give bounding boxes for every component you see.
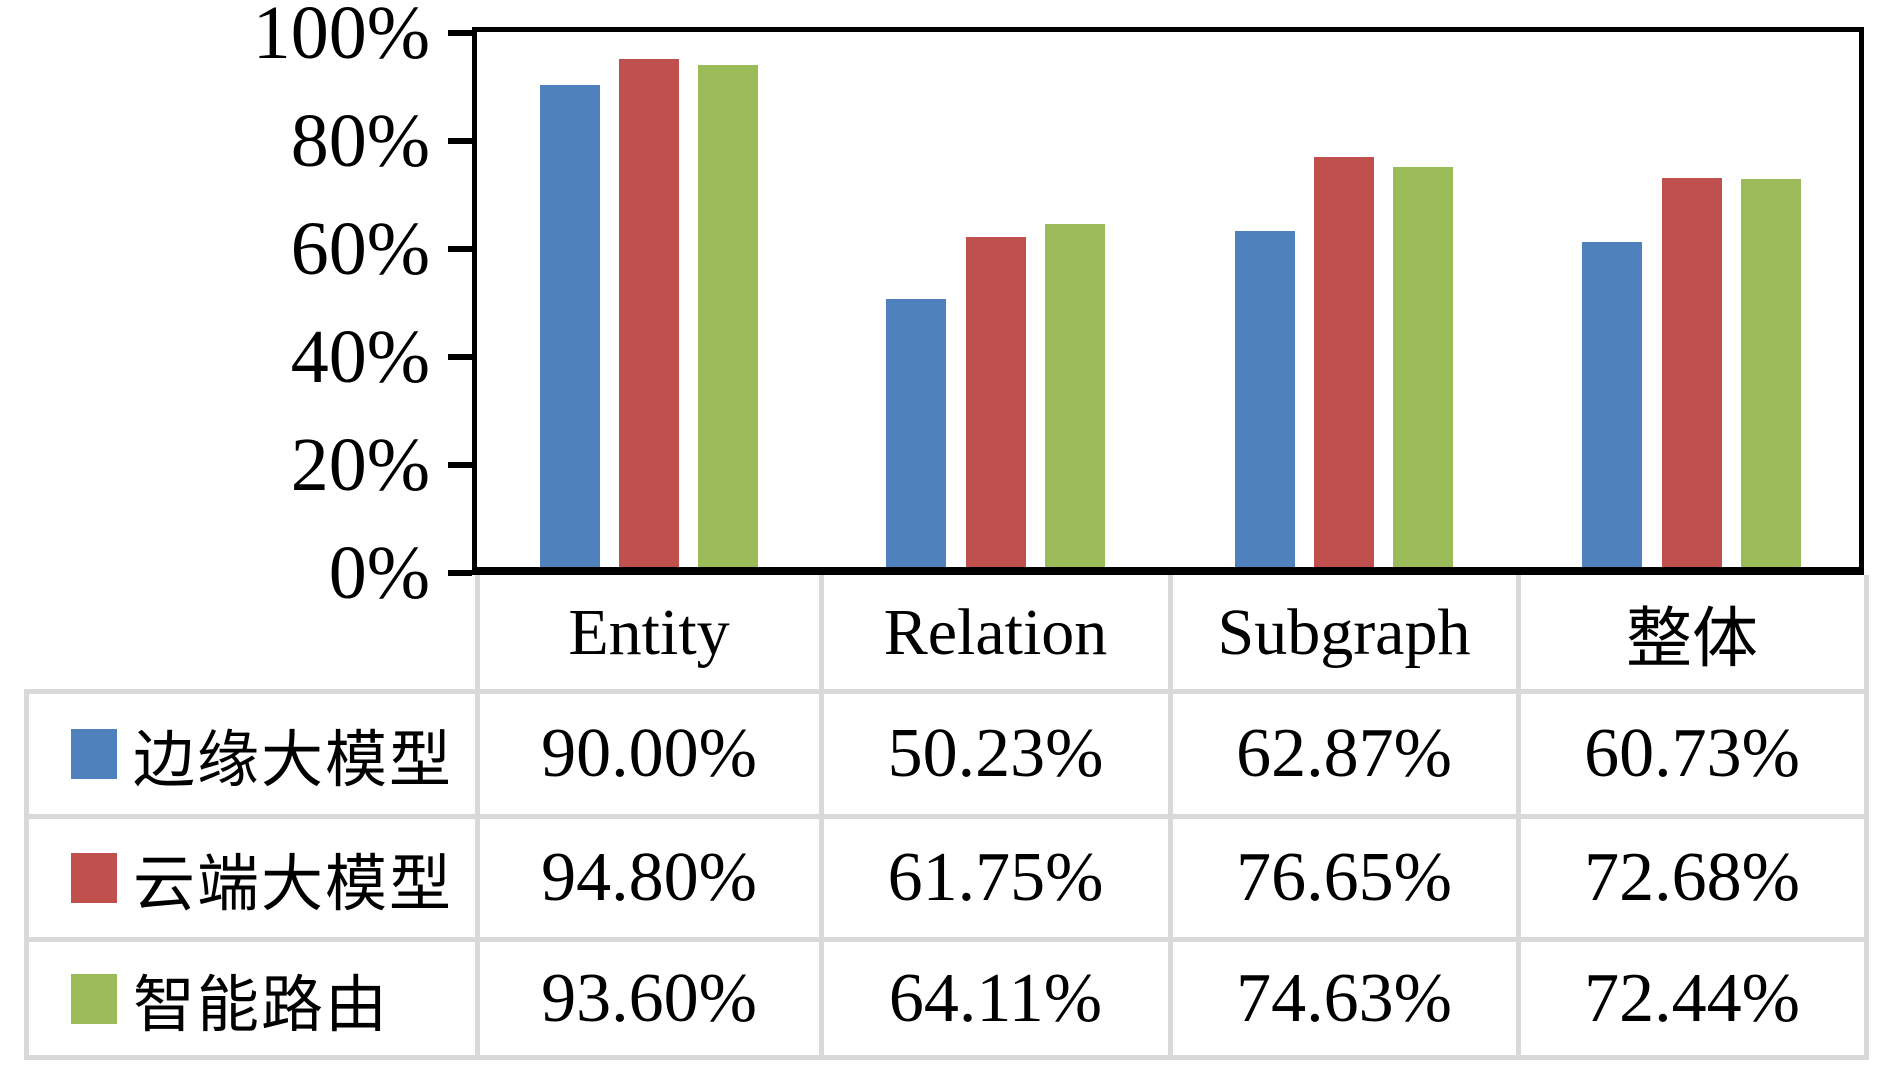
y-axis-label: 40%	[290, 315, 430, 399]
table-vertical-line	[475, 575, 480, 1060]
table-horizontal-line	[24, 937, 1869, 942]
bar-智能路由-整体	[1741, 179, 1801, 569]
table-value-cell: 61.75%	[887, 838, 1104, 916]
y-axis-tick-mark	[448, 30, 472, 36]
bar-边缘大模型-Relation	[886, 299, 946, 569]
legend-cell-边缘大模型: 边缘大模型	[24, 691, 477, 816]
bar-边缘大模型-Entity	[540, 85, 600, 569]
table-vertical-line	[1516, 575, 1521, 1060]
legend-label: 边缘大模型	[133, 726, 454, 795]
legend-swatch	[71, 852, 117, 903]
table-vertical-line	[1168, 575, 1173, 1060]
column-header-Relation: Relation	[883, 596, 1108, 669]
y-axis-label: 20%	[290, 423, 430, 507]
y-axis-tick-mark	[448, 138, 472, 144]
y-axis-label: 80%	[290, 99, 430, 183]
column-header-Entity: Entity	[568, 596, 730, 669]
table-value-cell: 50.23%	[887, 714, 1104, 792]
legend-label: 云端大模型	[133, 850, 454, 919]
table-value-cell: 72.44%	[1584, 960, 1800, 1037]
legend-swatch	[71, 728, 117, 779]
y-axis-label: 60%	[290, 207, 430, 291]
bar-智能路由-Relation	[1045, 224, 1105, 569]
table-horizontal-line	[24, 814, 1869, 819]
bar-边缘大模型-整体	[1582, 242, 1642, 569]
table-value-cell: 74.63%	[1236, 960, 1452, 1037]
bar-云端大模型-整体	[1662, 178, 1722, 569]
legend-label: 智能路由	[133, 972, 390, 1040]
table-value-cell: 72.68%	[1584, 838, 1800, 916]
table-horizontal-line	[24, 1055, 1869, 1060]
bar-云端大模型-Entity	[619, 59, 679, 569]
y-axis-tick-mark	[448, 570, 472, 576]
table-vertical-line	[24, 689, 29, 1060]
bar-边缘大模型-Subgraph	[1235, 231, 1295, 569]
bar-智能路由-Subgraph	[1393, 167, 1453, 569]
legend-cell-智能路由: 智能路由	[24, 939, 477, 1059]
table-value-cell: 93.60%	[541, 960, 757, 1037]
y-axis-tick-mark	[448, 354, 472, 360]
table-value-cell: 76.65%	[1236, 838, 1452, 916]
table-value-cell: 60.73%	[1584, 714, 1800, 792]
y-axis-label: 0%	[328, 531, 430, 615]
bar-智能路由-Entity	[698, 65, 758, 569]
bar-云端大模型-Subgraph	[1314, 157, 1374, 569]
bar-云端大模型-Relation	[966, 237, 1026, 569]
table-vertical-line	[1864, 575, 1869, 1060]
table-value-cell: 94.80%	[541, 838, 757, 916]
legend-cell-云端大模型: 云端大模型	[24, 816, 477, 939]
y-axis-tick-mark	[448, 462, 472, 468]
table-value-cell: 64.11%	[888, 960, 1103, 1037]
y-axis-label: 100%	[252, 0, 430, 75]
column-header-整体: 整体	[1626, 603, 1758, 676]
legend-swatch	[71, 974, 117, 1024]
plot-frame	[472, 27, 1864, 575]
y-axis-tick-mark	[448, 246, 472, 252]
table-horizontal-line	[24, 689, 1869, 694]
column-header-Subgraph: Subgraph	[1217, 596, 1471, 669]
table-value-cell: 62.87%	[1236, 714, 1452, 792]
table-value-cell: 90.00%	[541, 714, 757, 792]
table-vertical-line	[819, 575, 824, 1060]
